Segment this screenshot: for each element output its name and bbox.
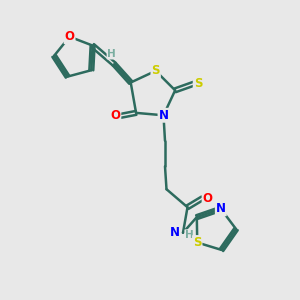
Text: H: H	[185, 230, 194, 240]
Text: N: N	[169, 226, 180, 239]
Text: N: N	[216, 202, 226, 215]
Text: S: S	[152, 64, 160, 77]
Text: N: N	[158, 109, 169, 122]
Text: O: O	[110, 110, 120, 122]
Text: S: S	[193, 236, 202, 249]
Text: O: O	[202, 192, 213, 205]
Text: O: O	[64, 30, 75, 43]
Text: H: H	[107, 49, 116, 59]
Text: S: S	[194, 77, 202, 90]
